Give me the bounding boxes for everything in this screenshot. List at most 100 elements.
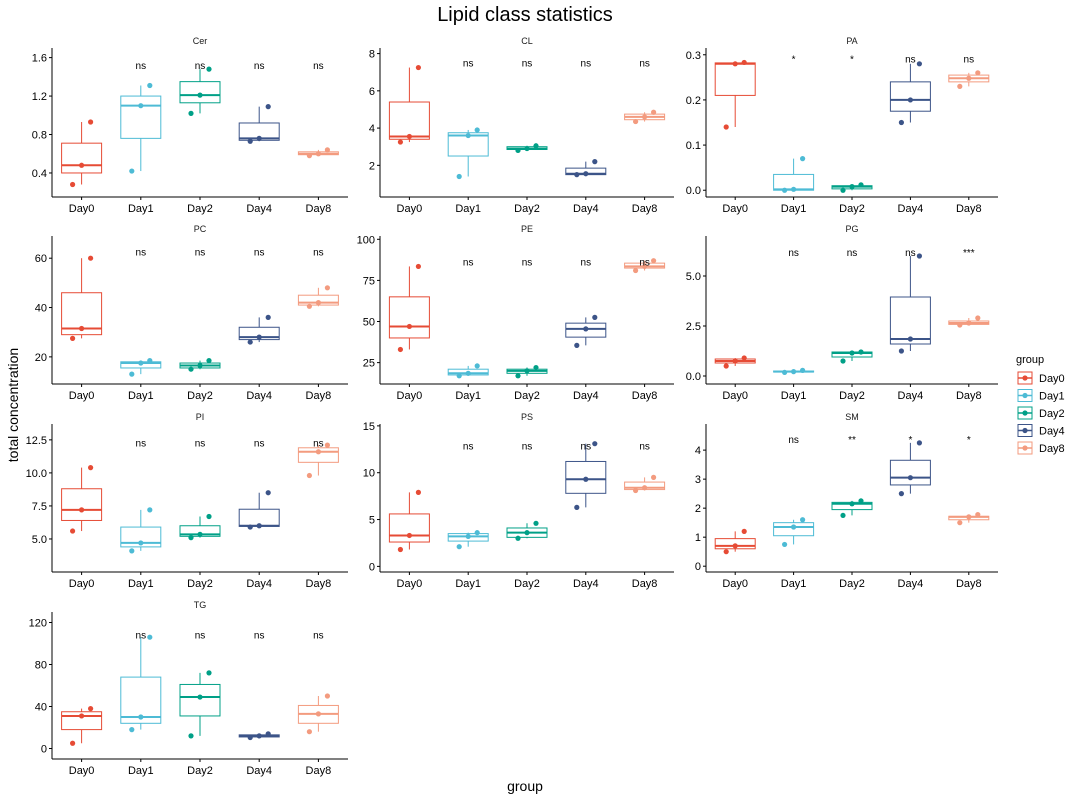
panel-title-sm: SM: [845, 412, 859, 422]
significance-label-cer-day8: ns: [313, 61, 324, 72]
panel-title-cl: CL: [521, 36, 533, 46]
data-point: [916, 440, 923, 446]
x-tick-label-pi: Day2: [187, 578, 213, 590]
data-point: [642, 263, 648, 270]
y-tick-label-cl: 6: [369, 86, 375, 98]
y-tick-label-pa: 0.3: [686, 50, 701, 62]
y-tick-label-pc: 60: [35, 253, 47, 265]
data-point: [592, 159, 598, 165]
significance-label-pg-day8: ***: [963, 248, 975, 259]
x-tick-label-ps: Day4: [573, 578, 599, 590]
significance-label-sm-day2: **: [848, 435, 856, 446]
significance-label-tg-day4: ns: [254, 630, 265, 641]
legend-entry-day2: Day2: [1017, 406, 1065, 420]
box-body: [179, 683, 221, 717]
data-point: [415, 489, 421, 495]
data-point: [465, 370, 471, 376]
data-point: [70, 181, 76, 188]
box-sm-day2: [831, 498, 873, 519]
box-ps-day2: [506, 520, 548, 541]
y-tick-label-pg: 5.0: [686, 271, 701, 283]
data-point: [732, 358, 738, 364]
x-tick-label-sm: Day0: [722, 578, 748, 590]
y-tick-label-pi: 12.5: [26, 435, 47, 447]
box-pe-day0: [388, 263, 430, 353]
data-point: [197, 694, 203, 700]
data-point: [147, 82, 153, 89]
data-point: [633, 267, 639, 274]
data-point: [456, 544, 462, 550]
legend-entry-day8: Day8: [1017, 441, 1065, 455]
data-point: [188, 110, 194, 116]
data-point: [898, 491, 905, 497]
significance-label-sm-day1: ns: [788, 435, 799, 446]
data-point: [732, 543, 738, 549]
data-point: [583, 171, 589, 177]
y-tick-label-pg: 0.0: [686, 371, 701, 383]
data-point: [88, 465, 94, 471]
data-point: [70, 528, 76, 534]
x-tick-label-pe: Day0: [397, 390, 423, 402]
significance-label-ps-day1: ns: [463, 441, 474, 452]
box-pa-day2: [831, 182, 873, 193]
data-point: [206, 513, 212, 520]
box-body: [179, 81, 221, 104]
data-point: [197, 531, 203, 537]
legend-label-day0: Day0: [1039, 373, 1065, 385]
box-cer-day8: [297, 147, 339, 159]
box-body: [889, 296, 931, 345]
box-ps-day8: [624, 474, 666, 494]
box-cer-day0: [61, 119, 103, 188]
panel-title-pa: PA: [846, 36, 857, 46]
x-tick-label-sm: Day1: [781, 578, 807, 590]
box-sm-day0: [714, 528, 756, 555]
significance-label-pa-day1: *: [792, 54, 796, 65]
x-tick-label-tg: Day4: [246, 765, 272, 777]
data-point: [782, 369, 788, 375]
data-point: [524, 368, 530, 374]
panel-title-ps: PS: [521, 412, 533, 422]
y-tick-label-pa: 0.0: [686, 185, 701, 197]
data-point: [849, 501, 855, 507]
data-point: [415, 64, 421, 71]
data-point: [315, 151, 321, 157]
x-tick-label-pa: Day2: [839, 203, 865, 215]
data-point: [256, 733, 262, 739]
data-point: [840, 512, 846, 519]
y-tick-label-cl: 4: [369, 123, 375, 135]
legend-entry-day1: Day1: [1017, 389, 1065, 403]
y-tick-label-pe: 25: [363, 358, 375, 370]
x-tick-label-cer: Day2: [187, 203, 213, 215]
significance-label-cl-day2: ns: [522, 59, 533, 70]
panel-tg: TG 0 40 80 120 Day0 Day1 Day2 Day4 Day8 ns ns ns ns: [29, 600, 348, 777]
data-point: [800, 367, 806, 373]
box-pa-day1: [773, 156, 815, 193]
panel-title-pe: PE: [521, 224, 533, 234]
data-point: [138, 103, 144, 109]
x-tick-label-pi: Day1: [128, 578, 154, 590]
x-tick-label-pg: Day4: [898, 390, 924, 402]
y-tick-label-pe: 50: [363, 317, 375, 329]
y-tick-label-sm: 4: [695, 445, 701, 457]
box-pg-day4: [889, 253, 931, 354]
data-point: [129, 727, 135, 733]
data-point: [306, 729, 312, 735]
data-point: [306, 472, 312, 479]
box-pa-day0: [714, 59, 756, 130]
significance-label-tg-day8: ns: [313, 630, 324, 641]
data-point: [533, 520, 539, 526]
x-tick-label-pe: Day8: [632, 390, 658, 402]
data-point: [324, 693, 330, 699]
x-tick-label-pc: Day1: [128, 390, 154, 402]
x-tick-label-pa: Day1: [781, 203, 807, 215]
data-point: [138, 714, 144, 720]
panel-pg: PG 0.0 2.5 5.0 Day0 Day1 Day2 Day4 Day8 ns ns ns ***: [686, 224, 998, 402]
data-point: [406, 323, 412, 330]
x-tick-label-pi: Day4: [246, 578, 272, 590]
panel-pe: PE 25 50 75 100 Day0 Day1 Day2 Day4 Day8 ns ns ns ns: [357, 224, 674, 402]
box-pg-day2: [831, 349, 873, 364]
data-point: [247, 339, 253, 345]
y-tick-label-pg: 2.5: [686, 321, 701, 333]
box-body: [447, 132, 489, 157]
